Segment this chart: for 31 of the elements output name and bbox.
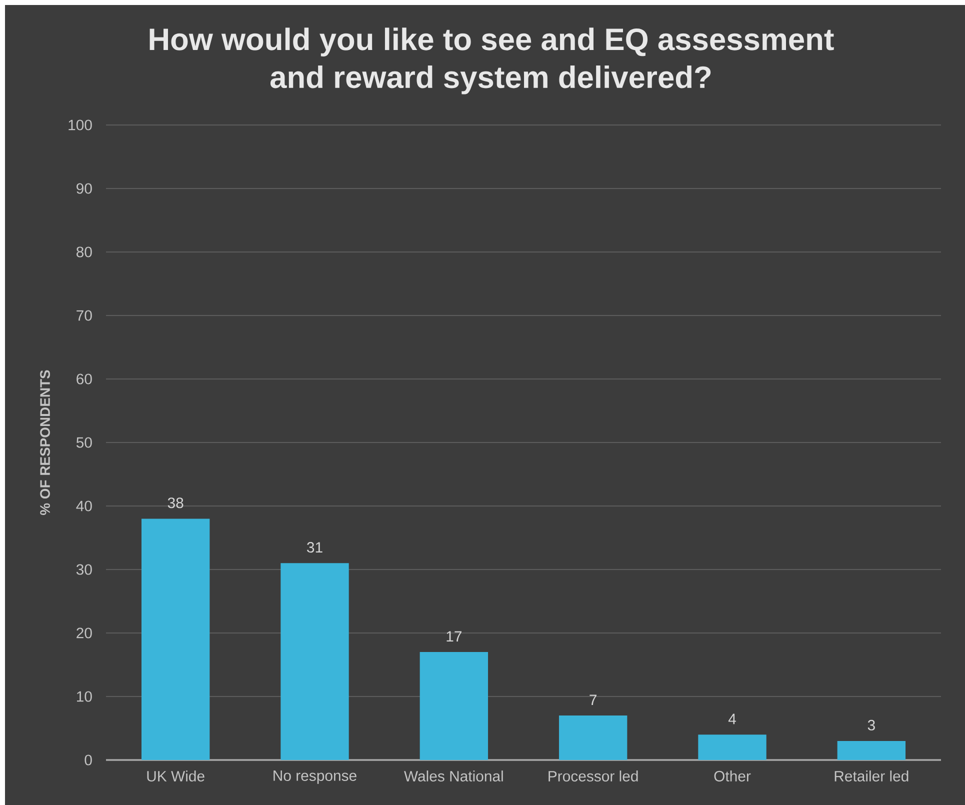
y-tick-label: 20 <box>76 628 92 638</box>
chart-title: How would you like to see and EQ assessment and reward system delivered? <box>150 28 834 94</box>
y-tick-label: 50 <box>76 437 92 448</box>
y-tick-label: 70 <box>76 310 92 321</box>
data-label: 17 <box>446 631 462 642</box>
x-tick-label: No response <box>274 770 356 784</box>
bar <box>141 518 210 760</box>
y-tick-label: 0 <box>84 754 92 766</box>
bar <box>420 652 488 760</box>
x-tick-label: Retailer led <box>834 770 908 782</box>
x-tick-label: Processor led <box>548 770 638 782</box>
bar <box>280 563 349 760</box>
bar <box>837 740 906 760</box>
data-label: 7 <box>590 694 596 706</box>
y-axis-title: % OF RESPONDENTS <box>40 370 50 515</box>
y-tick-label: 10 <box>77 691 92 702</box>
bar <box>558 716 628 760</box>
y-tick-label: 90 <box>76 183 92 194</box>
data-label: 38 <box>168 498 184 508</box>
bar <box>698 734 766 760</box>
y-tick-label: 100 <box>68 120 92 130</box>
y-tick-label: 80 <box>76 246 92 258</box>
data-label: 3 <box>868 720 875 730</box>
y-tick-label: 60 <box>76 374 92 384</box>
y-tick-label: 40 <box>76 500 92 512</box>
y-tick-label: 30 <box>76 564 92 575</box>
data-label: 4 <box>728 714 736 724</box>
x-tick-label: Other <box>714 770 751 782</box>
x-tick-label: Wales National <box>404 770 503 782</box>
data-label: 31 <box>307 542 322 553</box>
x-tick-label: UK Wide <box>147 770 204 782</box>
